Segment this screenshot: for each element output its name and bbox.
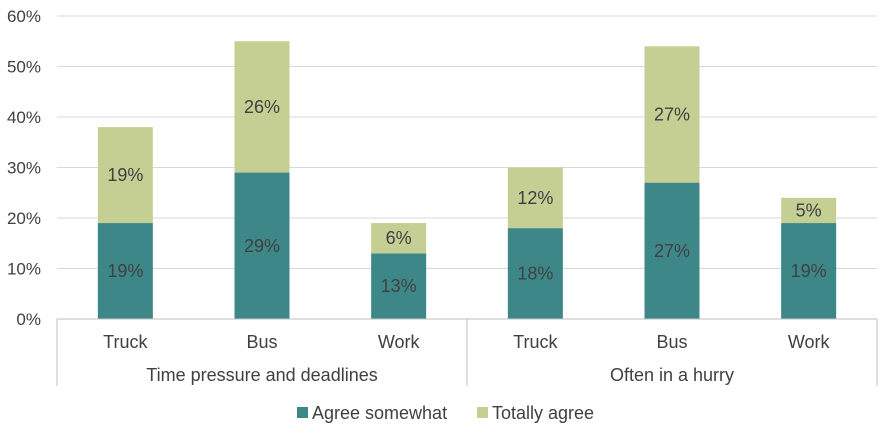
data-label: 18% (517, 264, 553, 284)
y-tick-label: 20% (7, 209, 41, 228)
legend-label: Agree somewhat (312, 403, 447, 423)
data-label: 13% (381, 276, 417, 296)
data-label: 26% (244, 97, 280, 117)
bar-segment-totally-agree (371, 223, 427, 254)
data-label: 19% (107, 261, 143, 281)
x-group-label: Often in a hurry (610, 365, 734, 385)
data-label: 29% (244, 236, 280, 256)
data-label: 12% (517, 188, 553, 208)
y-axis-ticks: 0% 10% 20% 30% 40% 50% 60% (7, 7, 41, 329)
bar-segment-agree-somewhat (234, 172, 290, 319)
data-label: 27% (654, 104, 690, 124)
bar-segment-agree-somewhat (97, 223, 153, 319)
data-label: 6% (386, 228, 412, 248)
legend-swatch (297, 407, 308, 418)
x-category-label: Work (378, 332, 421, 352)
bar-segment-totally-agree (507, 167, 563, 229)
x-group-label: Time pressure and deadlines (146, 365, 377, 385)
bar-segment-agree-somewhat (371, 253, 427, 319)
x-category-label: Truck (513, 332, 558, 352)
data-label: 19% (107, 165, 143, 185)
bar-segment-totally-agree (234, 41, 290, 173)
legend-swatch (477, 407, 488, 418)
y-tick-label: 30% (7, 159, 41, 178)
y-tick-label: 0% (16, 310, 41, 329)
bar-segment-totally-agree (781, 197, 837, 224)
data-labels: 19% 19% 29% 26% 13% 6% 18% 12% 27% 27% 19% 5% (107, 97, 826, 296)
bar-segment-agree-somewhat (507, 228, 563, 319)
bars (97, 41, 837, 319)
bar-segment-totally-agree (97, 127, 153, 224)
y-tick-label: 50% (7, 58, 41, 77)
bar-segment-totally-agree (644, 46, 700, 183)
x-category-label: Bus (656, 332, 687, 352)
data-label: 19% (791, 261, 827, 281)
bar-segment-agree-somewhat (781, 223, 837, 319)
x-category-label: Bus (246, 332, 277, 352)
x-category-label: Work (788, 332, 831, 352)
x-category-label: Truck (103, 332, 148, 352)
y-tick-label: 40% (7, 108, 41, 127)
y-tick-label: 60% (7, 7, 41, 26)
legend: Agree somewhat Totally agree (297, 403, 594, 423)
y-tick-label: 10% (7, 260, 41, 279)
legend-label: Totally agree (492, 403, 594, 423)
data-label: 27% (654, 241, 690, 261)
data-label: 5% (796, 200, 822, 220)
gridlines (57, 15, 877, 269)
bar-segment-agree-somewhat (644, 182, 700, 319)
